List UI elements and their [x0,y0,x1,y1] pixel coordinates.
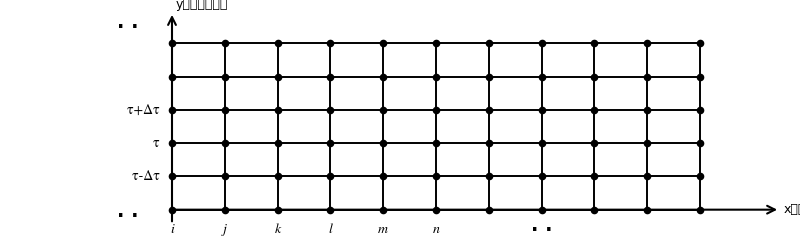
Text: · ·: · · [118,208,138,226]
Text: m: m [378,223,388,235]
Text: · ·: · · [531,221,552,240]
Text: y（水冷时间）: y（水冷时间） [176,0,228,11]
Text: j: j [223,223,226,235]
Text: τ-Δτ: τ-Δτ [132,170,160,183]
Text: n: n [433,223,439,235]
Text: τ: τ [154,136,160,150]
Text: k: k [274,223,281,235]
Text: · ·: · · [118,18,138,37]
Text: l: l [329,223,332,235]
Text: i: i [170,223,174,235]
Text: x（钒板厚度）: x（钒板厚度） [784,203,800,216]
Text: τ+Δτ: τ+Δτ [127,103,160,117]
